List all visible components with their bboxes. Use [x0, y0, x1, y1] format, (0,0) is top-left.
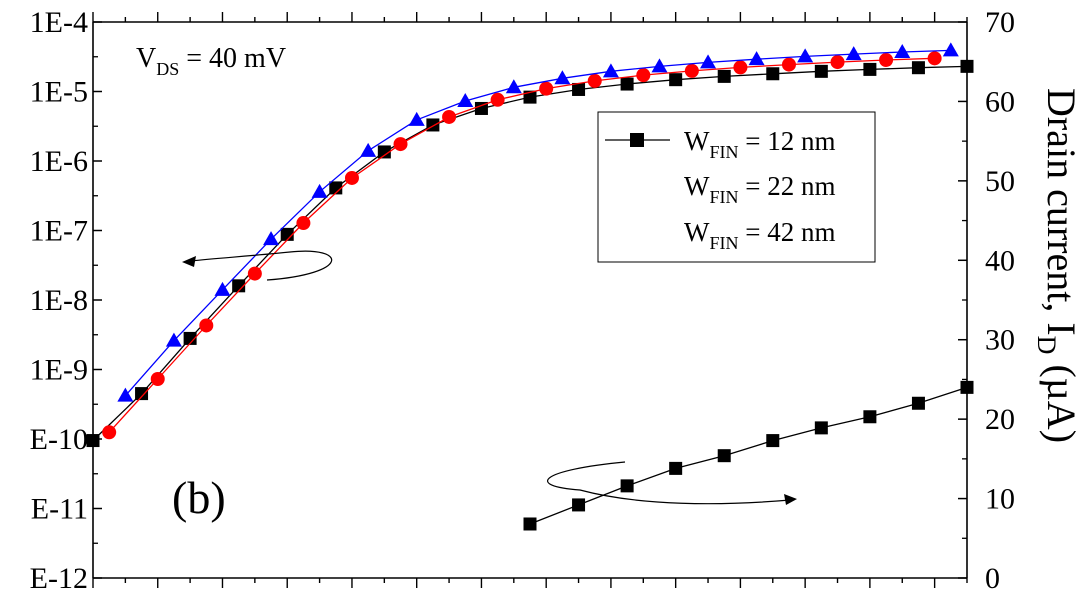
series-2-point [879, 52, 894, 67]
right-tick-label: 50 [985, 165, 1015, 198]
series-1-point [135, 387, 149, 401]
series-4-point [863, 410, 877, 424]
series-1-point [329, 181, 343, 195]
series-3-point [700, 54, 717, 69]
series-3-point [748, 51, 765, 66]
left-tick-label: 1E-6 [30, 145, 88, 178]
series-2-point [102, 425, 117, 440]
series-1-point [523, 90, 537, 104]
left-tick-label: 1E-9 [30, 354, 88, 387]
series-4-point [620, 479, 634, 493]
series-1-point [911, 61, 925, 75]
series-4-point [572, 498, 586, 512]
series-1-point [280, 227, 294, 241]
series-layer [86, 42, 974, 531]
series-3-point [505, 79, 522, 94]
left-tick-label: 1E-8 [30, 284, 88, 317]
series-2-point [830, 55, 845, 70]
series-3-point [360, 142, 377, 157]
legend-frame [597, 111, 876, 263]
series-1-point [377, 145, 391, 159]
legend-swatch-marker [630, 133, 644, 147]
series-3-point [797, 48, 814, 63]
series-4-point [911, 396, 925, 410]
series-3-point [651, 58, 668, 73]
series-2-point [587, 73, 602, 88]
series-3-point [408, 111, 425, 126]
right-axis-arrow [547, 461, 797, 505]
series-1-point [572, 82, 586, 96]
series-1-point [717, 69, 731, 83]
series-2-point [344, 170, 359, 185]
legend-entry-3: WFIN = 42 nm [684, 217, 835, 253]
left-tick-label: 1E-5 [30, 76, 88, 109]
series-line-2 [108, 57, 935, 433]
series-3-point [457, 92, 474, 107]
series-1-point [620, 77, 634, 91]
axes-layer [92, 21, 968, 579]
series-2-point [247, 266, 262, 281]
series-line-4 [529, 386, 968, 525]
series-3-point [117, 387, 134, 402]
series-2-point [393, 137, 408, 152]
right-tick-label: 10 [985, 483, 1015, 516]
right-axis-title: Drain current, ID (µA) [1032, 88, 1083, 443]
series-1-point [766, 67, 780, 81]
left-tick-label: E-11 [31, 493, 88, 526]
series-2-point [490, 92, 505, 107]
series-2-point [733, 60, 748, 75]
left-tick-label: E-10 [30, 423, 88, 456]
series-4-point [669, 461, 683, 475]
series-2-point [927, 51, 942, 66]
ticks-layer: 1E-4 1E-5 1E-6 1E-7 1E-8 1E-9 E-10 E-11 E-12 0 10 2… [30, 6, 1015, 595]
right-tick-label: 40 [985, 244, 1015, 277]
series-4-point [766, 434, 780, 448]
series-2-point [684, 63, 699, 78]
series-2-point [636, 68, 651, 83]
panel-label: (b) [172, 472, 226, 523]
series-2-point [442, 109, 457, 124]
series-2-point [150, 371, 165, 386]
series-1-point [183, 331, 197, 345]
series-2-point [199, 318, 214, 333]
series-3-point [311, 183, 328, 198]
left-axis-arrow [182, 250, 333, 281]
series-1-point [814, 64, 828, 78]
right-tick-label: 30 [985, 324, 1015, 357]
series-1-point [863, 62, 877, 76]
legend-entry-1: WFIN = 12 nm [684, 126, 835, 162]
series-4-point [814, 421, 828, 435]
right-tick-label: 0 [985, 562, 1000, 595]
series-line-3 [124, 49, 951, 397]
series-1-point [474, 101, 488, 115]
series-3-point [602, 63, 619, 78]
series-2-point [296, 216, 311, 231]
right-tick-label: 70 [985, 6, 1015, 39]
series-1-point [426, 118, 440, 132]
series-3-point [263, 231, 280, 246]
series-3-point [845, 46, 862, 61]
series-3-point [165, 332, 182, 347]
left-tick-label: 1E-4 [30, 6, 88, 39]
legend-entry-2: WFIN = 22 nm [684, 171, 835, 207]
series-4-point [717, 449, 731, 463]
vds-annotation: VDS = 40 mV [136, 43, 286, 79]
left-tick-label: E-12 [30, 562, 88, 595]
series-2-point [781, 57, 796, 72]
right-tick-label: 60 [985, 85, 1015, 118]
series-3-point [942, 42, 959, 57]
series-1-point [669, 73, 683, 87]
right-tick-label: 20 [985, 403, 1015, 436]
series-3-point [554, 70, 571, 85]
series-3-point [214, 281, 231, 296]
series-4-point [523, 517, 537, 531]
series-2-point [539, 81, 554, 96]
legend: WFIN = 12 nm WFIN = 22 nm WFIN = 42 nm [597, 111, 876, 263]
series-3-point [894, 44, 911, 59]
left-tick-label: 1E-7 [30, 215, 88, 248]
series-1-point [232, 279, 246, 293]
